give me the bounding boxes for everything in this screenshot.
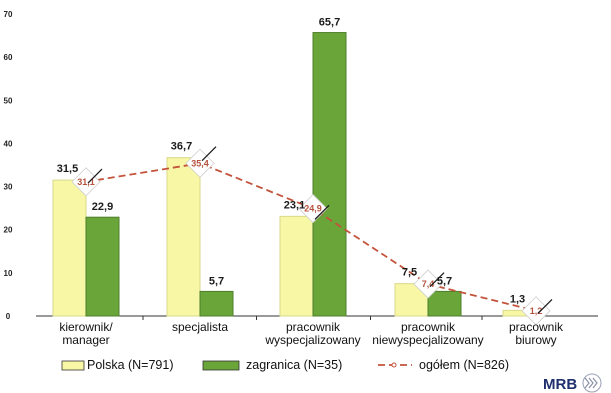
category-label: pracownik: [509, 320, 564, 334]
legend-label-polska: Polska (N=791): [87, 358, 174, 372]
ogolem-marker: [71, 167, 101, 197]
logo-text: MRB: [543, 376, 577, 393]
bar-zagranica: [199, 290, 234, 317]
y-tick-label: 70: [4, 10, 13, 19]
legend-swatch-zagranica: [202, 360, 240, 371]
bar-zagranica: [427, 290, 462, 317]
ogolem-value-label: 31,1: [77, 177, 95, 187]
bar-polska: [52, 179, 87, 317]
mrb-logo: MRB: [543, 373, 602, 393]
category-label: pracownik: [286, 320, 341, 334]
legend-swatch-polska: [61, 360, 85, 371]
y-tick-label: 50: [4, 96, 13, 105]
legend-label-zagranica: zagranica (N=35): [246, 358, 342, 372]
bar-zagranica: [312, 32, 347, 317]
bar-polska: [166, 157, 201, 317]
ogolem-value-label: 35,4: [191, 158, 209, 168]
legend: Polska (N=791) zagranica (N=35) ogółem (N=…: [61, 358, 509, 372]
leader-line: [201, 146, 217, 162]
y-tick-label: 10: [4, 269, 13, 278]
leader-line: [537, 298, 553, 314]
y-tick-label: 0: [6, 312, 11, 321]
y-tick-label: 60: [4, 53, 13, 62]
leader-line: [314, 204, 330, 220]
bar-value-label-polska: 23,1: [284, 199, 305, 211]
bar-value-label-zagranica: 5,7: [437, 275, 452, 287]
bar-value-label-polska: 7,5: [402, 267, 417, 279]
legend-label-ogolem: ogółem (N=826): [419, 358, 509, 372]
leader-line: [87, 168, 103, 184]
ogolem-value-label: 1,2: [530, 306, 543, 316]
bars: [52, 32, 537, 317]
bar-value-label-polska: 1,3: [510, 293, 525, 305]
y-tick-label: 40: [4, 139, 13, 148]
category-label: biurowy: [515, 333, 556, 347]
ogolem-marker: [298, 194, 328, 224]
ogolem-marker: [185, 148, 215, 178]
category-label: manager: [62, 333, 109, 347]
bar-zagranica: [85, 216, 120, 317]
ogolem-value-label: 24,9: [304, 204, 322, 214]
category-label: pracownik: [401, 320, 456, 334]
category-label: specjalista: [172, 320, 228, 334]
bar-value-label-zagranica: 22,9: [92, 201, 113, 213]
bar-value-label-polska: 31,5: [57, 163, 78, 175]
bar-value-label-zagranica: 65,7: [319, 17, 340, 29]
y-tick-label: 30: [4, 183, 13, 192]
bar-polska: [279, 215, 314, 317]
ogolem-line: [71, 148, 551, 326]
leader-line: [429, 272, 445, 288]
data-labels: 31,1 35,4 24,9 7,4 1,2 31,5 36,7 23,1 7,5 1,3 22,9…: [57, 17, 553, 316]
category-label: wyspecjalizowany: [264, 333, 360, 347]
y-tick-label: 20: [4, 226, 13, 235]
legend-marker-ogolem: [391, 362, 397, 368]
bar-value-label-polska: 36,7: [171, 141, 192, 153]
logo-badge: [582, 373, 602, 393]
category-label: kierownik/: [59, 320, 113, 334]
bar-value-label-zagranica: 5,7: [209, 275, 224, 287]
logo-chevrons-icon: [584, 377, 598, 389]
ogolem-value-label: 7,4: [422, 279, 435, 289]
category-label: niewyspecjalizowany: [372, 333, 483, 347]
